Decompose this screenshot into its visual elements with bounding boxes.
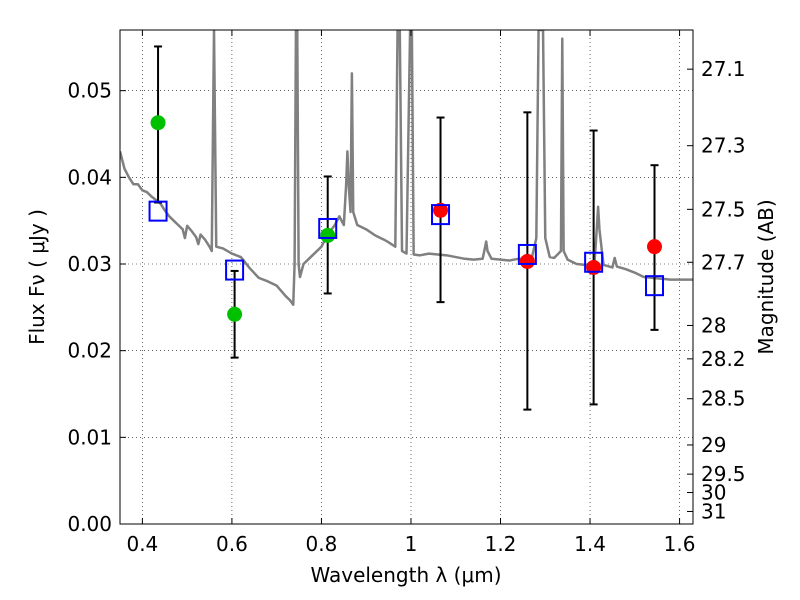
model-photometry-square [225, 259, 245, 281]
y-tick-label: 0.03 [67, 252, 112, 276]
y-tick-label: 0.04 [67, 165, 112, 189]
green-data-point [320, 227, 336, 243]
y2-tick-label: 27.7 [701, 250, 746, 274]
y-axis-label: Flux Fν ( μJy ) [25, 209, 49, 345]
y2-tick-label: 27.3 [701, 134, 746, 158]
model-photometry-square [431, 204, 451, 226]
model-photometry-square [645, 275, 665, 297]
model-photometry-square [517, 243, 537, 265]
y2-tick-label: 30 [701, 481, 726, 505]
model-spectrum-layer [120, 30, 693, 306]
y-tick-label: 0.02 [67, 339, 112, 363]
x-tick-label: 1.4 [574, 532, 606, 556]
red-data-point [433, 202, 449, 218]
y-tick-label: 0.00 [67, 512, 112, 536]
data-points-layer [148, 115, 665, 322]
y2-tick-label: 28.2 [701, 347, 746, 371]
y2-tick-label: 29.5 [701, 462, 746, 486]
x-tick-label: 1.2 [485, 532, 517, 556]
red-data-point [519, 253, 535, 269]
y-tick-label: 0.01 [67, 425, 112, 449]
green-data-point [227, 306, 243, 322]
y2-tick-label: 31 [701, 499, 726, 523]
plot-frame [119, 29, 694, 525]
x-tick-label: 0.8 [306, 532, 338, 556]
y2-tick-label: 28.5 [701, 387, 746, 411]
x-axis-label: Wavelength λ (μm) [310, 563, 501, 587]
y2-tick-label: 27.1 [701, 57, 746, 81]
axis-tick-labels: 0.4 0.6 0.8 1 1.2 1.4 1.6 0.00 0.01 0.02 0.03 0.04 0… [67, 57, 745, 556]
model-spectrum-line [120, 30, 693, 306]
model-photometry-square [318, 217, 338, 239]
x-tick-label: 1 [405, 532, 418, 556]
red-data-point [647, 239, 663, 255]
model-photometry-square [584, 251, 604, 273]
y-tick-label: 0.05 [67, 79, 112, 103]
y2-axis-label: Magnitude (AB) [754, 199, 778, 354]
x-tick-label: 0.6 [216, 532, 248, 556]
x-tick-label: 0.4 [126, 532, 158, 556]
y2-tick-label: 28 [701, 313, 726, 337]
x-tick-label: 1.6 [664, 532, 696, 556]
green-data-point [150, 115, 166, 131]
y2-tick-label: 29 [701, 433, 726, 457]
y2-tick-label: 27.5 [701, 197, 746, 221]
model-photometry-square [148, 200, 168, 222]
